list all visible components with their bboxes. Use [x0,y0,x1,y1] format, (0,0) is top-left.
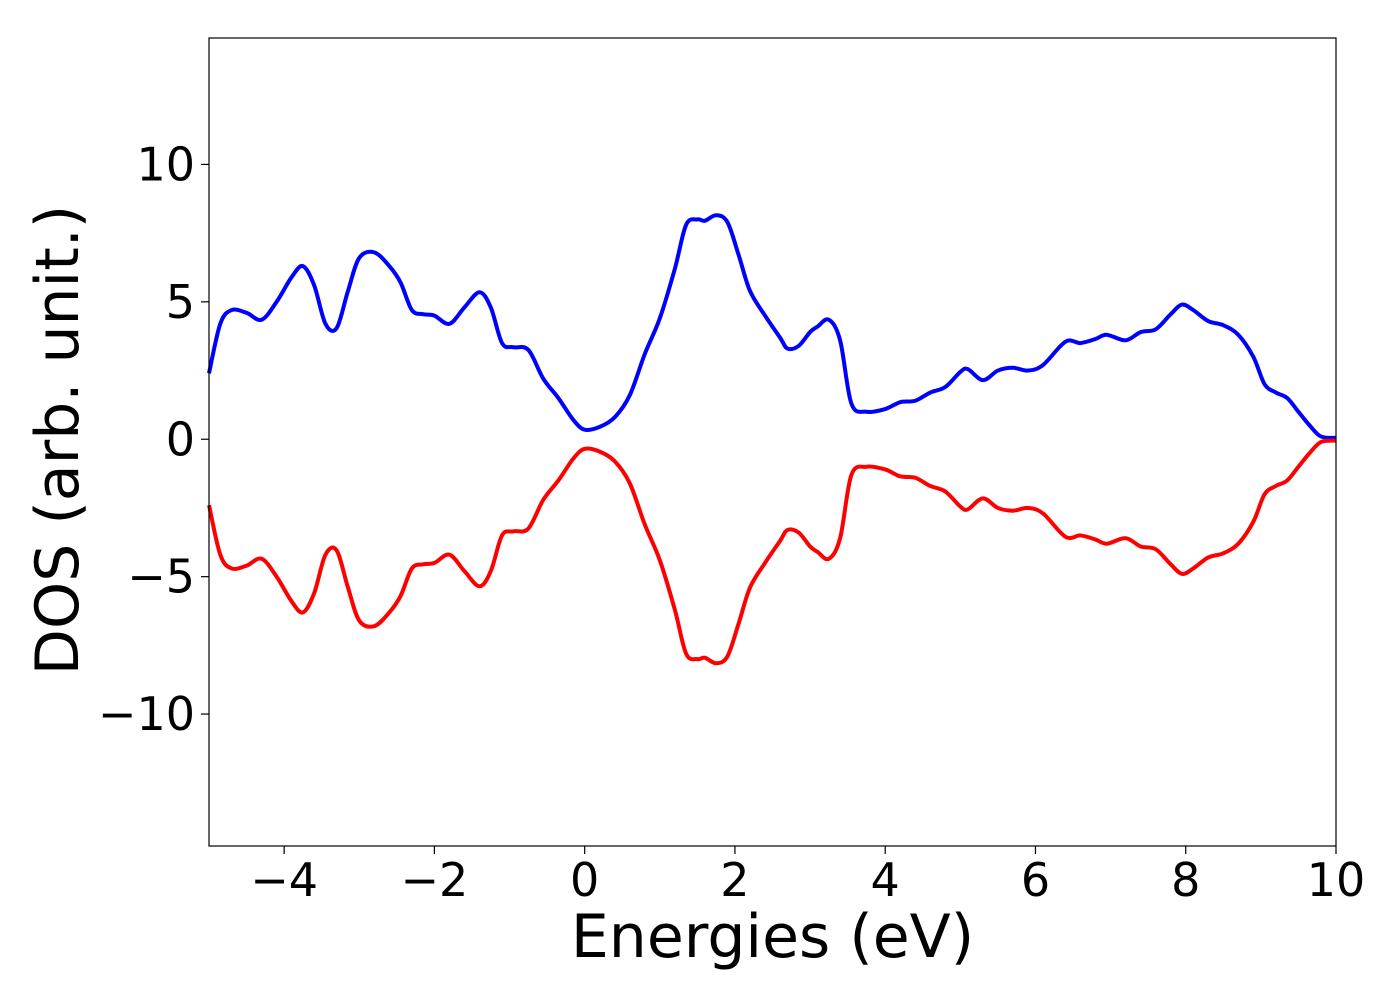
x-tick-label: 0 [570,853,599,907]
x-tick-label: 8 [1171,853,1200,907]
x-tick-label: −4 [250,853,318,907]
y-tick-label: −5 [127,550,195,604]
y-tick-label: 10 [136,137,195,191]
x-tick-label: 6 [1021,853,1050,907]
y-tick-label: 0 [166,412,195,466]
x-axis-title: Energies (eV) [571,902,974,972]
y-axis-title: DOS (arb. unit.) [23,205,93,675]
y-axis-ticks: −10 −5 0 5 10 [98,137,209,741]
plot-frame [208,37,1337,847]
series-layer [207,213,1337,666]
y-tick-label: −10 [98,687,195,741]
series-line-1 [207,213,1337,440]
x-tick-label: −2 [400,853,468,907]
x-tick-label: 10 [1307,853,1366,907]
y-tick-label: 5 [166,275,195,329]
x-axis-ticks: −4 −2 0 2 4 6 8 10 [250,846,1365,907]
series-line-2 [207,438,1337,666]
x-tick-label: 4 [871,853,900,907]
x-tick-label: 2 [720,853,749,907]
